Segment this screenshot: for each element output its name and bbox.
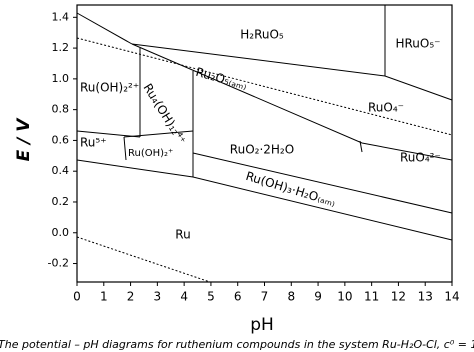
region-label: Ru [175,228,190,242]
region-label: RuO₄⁻ [368,101,404,115]
region-label: Ru⁵⁺ [80,136,107,150]
boundary [131,43,453,161]
x-tick-label: 14 [444,290,459,304]
boundary [123,130,194,138]
boundary [192,152,453,214]
boundary [76,12,133,45]
boundary [131,43,453,101]
region-label: RuO₄²⁻ [400,151,441,165]
region-label: Ru₂O₅₍ₐₘ₎ [194,65,248,93]
x-tick-label: 1 [100,290,108,304]
x-tick-label: 13 [418,290,433,304]
x-tick-label: 7 [261,290,269,304]
region-label: Ru(OH)₃·H₂O₍ₐₘ₎ [244,169,337,210]
x-tick-label: 12 [391,290,406,304]
boundary [359,140,363,153]
x-tick-label: 9 [314,290,322,304]
x-tick-label: 10 [337,290,352,304]
x-tick-label: 11 [364,290,379,304]
region-labels: H₂RuO₅ HRuO₅⁻ Ru(OH)₂²⁺ Ru₂O₅₍ₐₘ₎ Ru₄(OH… [80,28,441,242]
y-tick-label: 1.4 [52,10,70,23]
y-tick-label: 0.8 [52,103,70,116]
boundary [123,136,127,161]
y-tick-label: 0.0 [52,226,70,239]
boundaries [76,5,453,283]
region-label: Ru(OH)₂⁺ [128,148,173,159]
y-tick-label: 1.2 [52,41,70,54]
caption: The potential – pH diagrams for rutheniu… [0,338,474,351]
y-tick-label: 0.4 [52,164,70,177]
boundary [76,159,453,241]
region-label: Ru₄(OH)₁₂⁴⁺ [140,81,188,147]
x-tick-label: 2 [127,290,135,304]
region-label: RuO₂·2H₂O [230,143,294,157]
x-tick-label: 3 [154,290,162,304]
region-label: H₂RuO₅ [240,28,284,42]
y-tick-label: 0.2 [52,195,70,208]
region-label: Ru(OH)₂²⁺ [80,81,139,95]
boundary [76,130,141,138]
region-label: HRuO₅⁻ [395,37,440,51]
y-axis-label: E / V [14,117,34,162]
x-tick-label: 5 [207,290,215,304]
y-tick-label: 1.0 [52,72,70,85]
y-tick-label: -0.2 [48,257,69,270]
x-tick-label: 6 [234,290,242,304]
x-tick-label: 0 [73,290,81,304]
x-tick-label: 8 [287,290,295,304]
x-tick-label: 4 [180,290,188,304]
x-axis-label: pH [250,315,274,335]
y-tick-label: 0.6 [52,133,70,146]
water-line [76,236,211,283]
water-line [76,37,453,136]
